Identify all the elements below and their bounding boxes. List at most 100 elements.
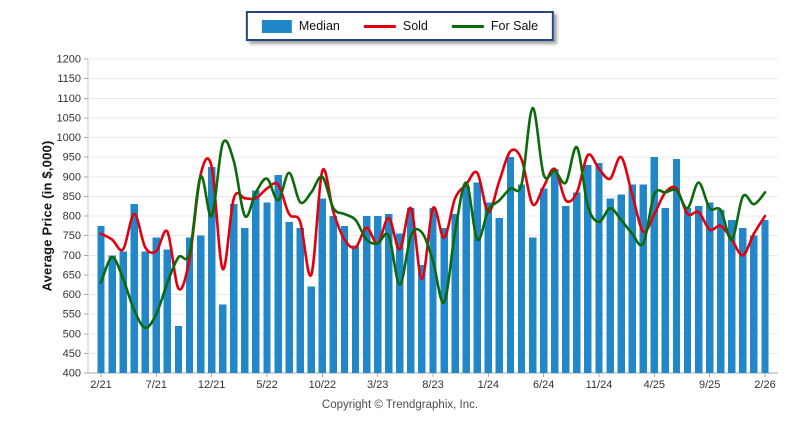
median-bar	[219, 304, 227, 373]
median-bar	[362, 216, 371, 373]
median-bar	[285, 221, 293, 373]
y-axis-label: 950	[63, 152, 81, 164]
y-axis-label: 1050	[57, 112, 81, 124]
x-axis-label: 8/23	[422, 379, 443, 391]
median-bar	[495, 218, 504, 373]
median-bar	[185, 237, 194, 373]
median-bar	[174, 325, 183, 373]
median-bar	[473, 182, 481, 373]
median-bar	[429, 208, 437, 373]
x-axis-label: 11/24	[586, 379, 613, 391]
median-bar	[351, 245, 360, 373]
median-bar	[728, 219, 736, 373]
median-bar	[130, 204, 138, 373]
chart-legend: Median Sold For Sale	[245, 11, 555, 41]
median-bar	[407, 208, 415, 373]
x-axis-label: 9/25	[699, 379, 720, 391]
median-bar	[584, 165, 592, 373]
x-axis-label: 2/21	[90, 379, 111, 391]
median-bar	[385, 214, 393, 373]
median-bar	[152, 237, 160, 373]
median-bar	[540, 188, 548, 373]
median-bar	[263, 202, 271, 373]
x-axis-label: 10/22	[309, 379, 337, 391]
median-bar	[418, 265, 426, 373]
y-axis-label: 800	[63, 211, 81, 223]
legend-label-median: Median	[298, 19, 340, 33]
median-bar	[617, 194, 625, 373]
median-bar	[694, 206, 703, 373]
y-axis-label: 600	[63, 289, 81, 301]
y-axis-label: 650	[63, 269, 81, 281]
legend-item-sold: Sold	[363, 19, 428, 33]
for-sale-line	[99, 106, 767, 330]
median-bar	[340, 225, 349, 373]
median-bar	[97, 225, 105, 373]
y-axis-label: 1100	[57, 93, 81, 105]
y-axis-label: 500	[63, 328, 81, 340]
legend-label-for-sale: For Sale	[490, 19, 539, 33]
legend-label-sold: Sold	[402, 19, 428, 33]
median-bar	[484, 202, 492, 373]
y-axis-label: 900	[63, 171, 81, 183]
median-bar	[761, 219, 769, 373]
copyright-text: Copyright © Trendgraphix, Inc.	[321, 399, 479, 411]
median-bar	[750, 235, 758, 373]
median-bar	[517, 184, 526, 373]
x-axis-label: 12/21	[198, 379, 226, 391]
y-axis-label: 700	[63, 250, 81, 262]
median-bar	[396, 233, 404, 373]
median-bar	[296, 227, 304, 373]
sold-line	[99, 148, 767, 291]
median-bar	[528, 237, 537, 373]
median-bar	[628, 184, 636, 373]
median-bar	[639, 184, 647, 373]
median-bar	[119, 251, 127, 373]
y-axis-label: 1000	[57, 132, 81, 144]
legend-item-median: Median	[261, 19, 340, 33]
y-axis-label: 1200	[57, 54, 81, 66]
median-bar	[241, 227, 249, 373]
median-bar	[650, 157, 658, 373]
median-bar	[141, 251, 149, 373]
median-bar	[606, 198, 614, 373]
median-bar	[661, 208, 670, 373]
x-axis-label: 1/24	[478, 379, 499, 391]
x-axis-label: 2/26	[754, 379, 775, 391]
x-axis-label: 6/24	[533, 379, 554, 391]
sold-line-icon	[363, 24, 396, 28]
y-axis-label: 450	[63, 348, 81, 360]
y-axis-label: 1150	[57, 73, 81, 85]
median-bar	[683, 208, 692, 373]
median-bar	[717, 210, 725, 373]
median-bar	[462, 186, 470, 373]
median-bar	[595, 163, 603, 373]
x-axis-label: 4/25	[644, 379, 665, 391]
median-bar	[374, 216, 382, 373]
median-bar	[551, 168, 559, 373]
median-bar	[208, 166, 216, 373]
y-axis-label: 750	[63, 230, 81, 242]
legend-item-for-sale: For Sale	[451, 19, 539, 33]
x-axis-label: 5/22	[256, 379, 277, 391]
median-bar	[307, 286, 315, 373]
median-swatch-icon	[261, 19, 292, 33]
median-bar	[274, 174, 282, 373]
median-bar	[329, 216, 338, 373]
median-bar	[562, 206, 570, 373]
for-sale-line-icon	[451, 24, 484, 28]
median-bar	[506, 157, 515, 373]
y-axis-label: 400	[63, 368, 81, 380]
y-axis-label: 850	[63, 191, 81, 203]
median-bar	[196, 235, 205, 373]
median-bar	[739, 227, 747, 373]
median-bar	[252, 190, 260, 373]
median-bar	[163, 249, 172, 373]
median-bar	[573, 192, 581, 373]
median-bar	[706, 202, 714, 373]
x-axis-label: 3/23	[367, 379, 388, 391]
median-bar	[672, 159, 681, 373]
median-bar	[451, 214, 459, 373]
